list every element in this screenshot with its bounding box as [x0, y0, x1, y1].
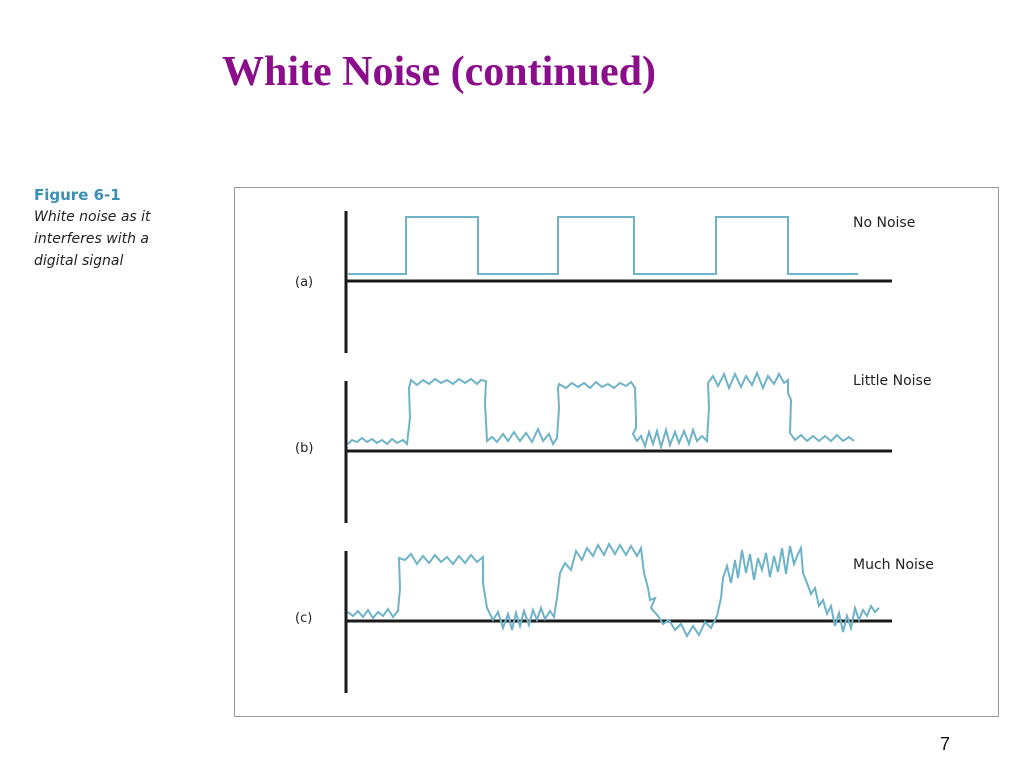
signal-much-noise: [347, 541, 880, 639]
signal-label-little-noise: Little Noise: [853, 373, 932, 389]
signal-label-no-noise: No Noise: [853, 215, 916, 231]
figure-caption: Figure 6-1 White noise as it interferes …: [34, 184, 224, 272]
signal-diagram: [344, 211, 892, 693]
signal-label-much-noise: Much Noise: [853, 557, 934, 573]
slide-title: White Noise (continued): [222, 49, 656, 95]
signal-little-noise: [347, 370, 855, 451]
signal-clean: [348, 216, 858, 275]
panel-label-a: (a): [295, 275, 314, 290]
figure-frame: (a) (b) (c) No Noise Little Noise Much N…: [234, 187, 999, 717]
panel-label-b: (b): [295, 441, 314, 456]
caption-line: digital signal: [34, 253, 124, 269]
figure-label: Figure 6-1: [34, 186, 121, 204]
caption-line: interferes with a: [34, 231, 150, 247]
caption-line: White noise as it: [34, 209, 151, 225]
panel-label-c: (c): [295, 611, 313, 626]
page-number: 7: [940, 734, 951, 754]
